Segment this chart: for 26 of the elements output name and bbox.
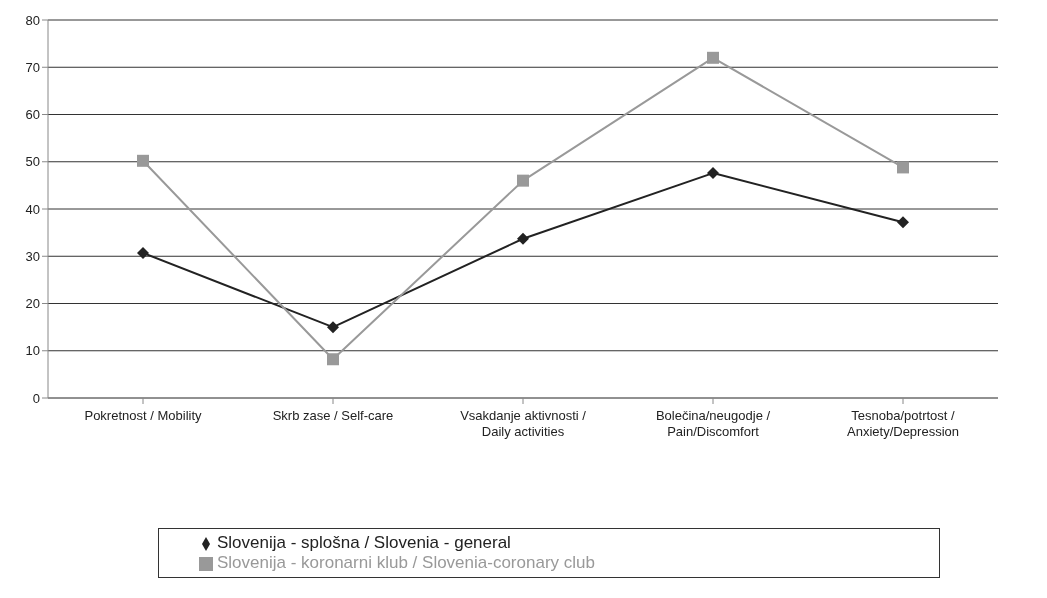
y-tick-label: 10 bbox=[25, 343, 40, 359]
legend-label: Slovenija - splošna / Slovenia - general bbox=[217, 533, 511, 552]
point bbox=[517, 232, 529, 245]
point bbox=[517, 174, 529, 187]
point bbox=[897, 216, 909, 229]
point bbox=[327, 321, 339, 334]
y-tick-label: 0 bbox=[32, 390, 40, 406]
point bbox=[327, 353, 339, 366]
y-tick-label: 70 bbox=[25, 59, 40, 75]
x-tick-label: Bolečina/neugodje / Pain/Discomfort bbox=[655, 408, 771, 439]
x-tick-label: Vsakdanje aktivnosti / Daily activities bbox=[460, 408, 587, 439]
point bbox=[897, 161, 909, 174]
y-tick-label: 60 bbox=[25, 107, 40, 123]
point bbox=[137, 246, 149, 259]
x-tick-label: Tesnoba/potrtost / Anxiety/Depression bbox=[847, 408, 959, 439]
y-tick-label: 50 bbox=[25, 154, 40, 170]
legend-label: Slovenija - koronarni klub / Slovenia-coronary club bbox=[217, 553, 595, 572]
point bbox=[707, 167, 719, 180]
x-tick-label: Skrb zase / Self-care bbox=[272, 408, 394, 423]
y-tick-label: 40 bbox=[25, 201, 40, 217]
y-tick-label: 30 bbox=[25, 248, 40, 264]
point bbox=[137, 154, 149, 167]
y-tick-label: 20 bbox=[25, 296, 40, 312]
y-tick-label: 80 bbox=[25, 12, 40, 28]
point bbox=[707, 51, 719, 64]
x-tick-label: Pokretnost / Mobility bbox=[84, 408, 203, 423]
